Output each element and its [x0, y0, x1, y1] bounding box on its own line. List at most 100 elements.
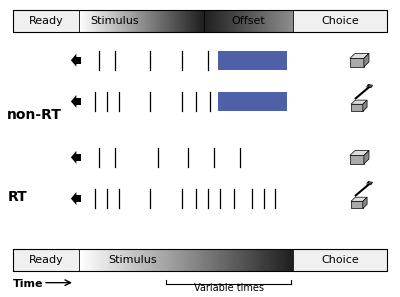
Bar	[192, 10, 193, 32]
Bar	[186, 10, 187, 32]
Bar	[250, 249, 252, 271]
Bar	[111, 10, 112, 32]
Bar	[185, 10, 186, 32]
Bar	[271, 10, 272, 32]
Bar	[130, 249, 132, 271]
Bar	[109, 10, 110, 32]
Bar	[256, 249, 257, 271]
Bar	[293, 10, 387, 32]
Bar	[217, 10, 218, 32]
Bar	[226, 249, 227, 271]
Bar	[293, 249, 387, 271]
Bar	[173, 10, 174, 32]
Bar	[164, 10, 165, 32]
Polygon shape	[350, 151, 369, 155]
Bar	[137, 249, 138, 271]
Bar	[230, 249, 231, 271]
Bar	[107, 249, 108, 271]
Bar	[200, 249, 201, 271]
Bar	[154, 249, 155, 271]
Bar	[214, 10, 215, 32]
Bar	[82, 249, 83, 271]
Bar	[108, 249, 109, 271]
Text: Stimulus: Stimulus	[108, 255, 157, 266]
Bar	[181, 249, 182, 271]
Bar	[178, 249, 179, 271]
Bar	[182, 249, 183, 271]
Bar	[113, 10, 114, 32]
Polygon shape	[71, 95, 76, 108]
Bar	[206, 249, 208, 271]
Bar	[97, 10, 98, 32]
Bar	[211, 10, 212, 32]
Bar	[198, 10, 199, 32]
Bar	[195, 10, 196, 32]
Polygon shape	[367, 85, 372, 88]
Bar	[87, 10, 88, 32]
Bar	[236, 10, 237, 32]
Bar	[174, 10, 175, 32]
Bar	[197, 249, 198, 271]
Bar	[118, 249, 120, 271]
Bar	[257, 10, 258, 32]
Bar	[283, 249, 284, 271]
Polygon shape	[363, 197, 367, 208]
Bar	[212, 10, 213, 32]
Bar	[254, 10, 255, 32]
Bar	[144, 10, 145, 32]
Bar	[194, 10, 195, 32]
Bar	[256, 10, 257, 32]
Text: Variable times: Variable times	[194, 283, 264, 293]
Bar	[86, 10, 87, 32]
Bar	[169, 249, 170, 271]
Bar	[218, 249, 219, 271]
Bar	[250, 10, 251, 32]
Bar	[227, 249, 228, 271]
Bar	[255, 10, 256, 32]
Bar	[101, 10, 102, 32]
Bar	[189, 249, 190, 271]
Bar	[93, 10, 94, 32]
Bar	[86, 249, 88, 271]
Bar	[241, 249, 242, 271]
Bar	[281, 10, 282, 32]
Bar	[258, 10, 259, 32]
Bar	[204, 10, 205, 32]
Bar	[264, 10, 265, 32]
Bar	[218, 10, 219, 32]
Bar	[160, 249, 162, 271]
Bar	[210, 249, 211, 271]
Bar	[233, 249, 234, 271]
Bar	[146, 10, 147, 32]
Bar	[289, 10, 290, 32]
Bar	[289, 249, 290, 271]
Bar	[238, 10, 239, 32]
Bar	[239, 10, 240, 32]
Polygon shape	[368, 84, 372, 86]
Bar	[274, 249, 275, 271]
Bar	[105, 10, 106, 32]
Bar	[277, 249, 278, 271]
Bar	[93, 249, 94, 271]
Bar	[130, 10, 131, 32]
Bar	[293, 10, 387, 32]
Bar	[192, 249, 194, 271]
Bar	[278, 249, 280, 271]
Bar	[259, 249, 260, 271]
Bar	[76, 154, 81, 161]
Bar	[228, 249, 229, 271]
Bar	[104, 249, 106, 271]
Polygon shape	[351, 197, 367, 201]
Bar	[252, 10, 253, 32]
Bar	[227, 10, 228, 32]
Bar	[180, 10, 181, 32]
Text: Choice: Choice	[321, 16, 359, 26]
Bar	[277, 10, 278, 32]
Bar	[84, 249, 85, 271]
Bar	[219, 249, 220, 271]
Bar	[203, 10, 204, 32]
Bar	[110, 249, 111, 271]
Bar	[247, 249, 248, 271]
Text: Stimulus: Stimulus	[90, 16, 139, 26]
Bar	[242, 10, 243, 32]
